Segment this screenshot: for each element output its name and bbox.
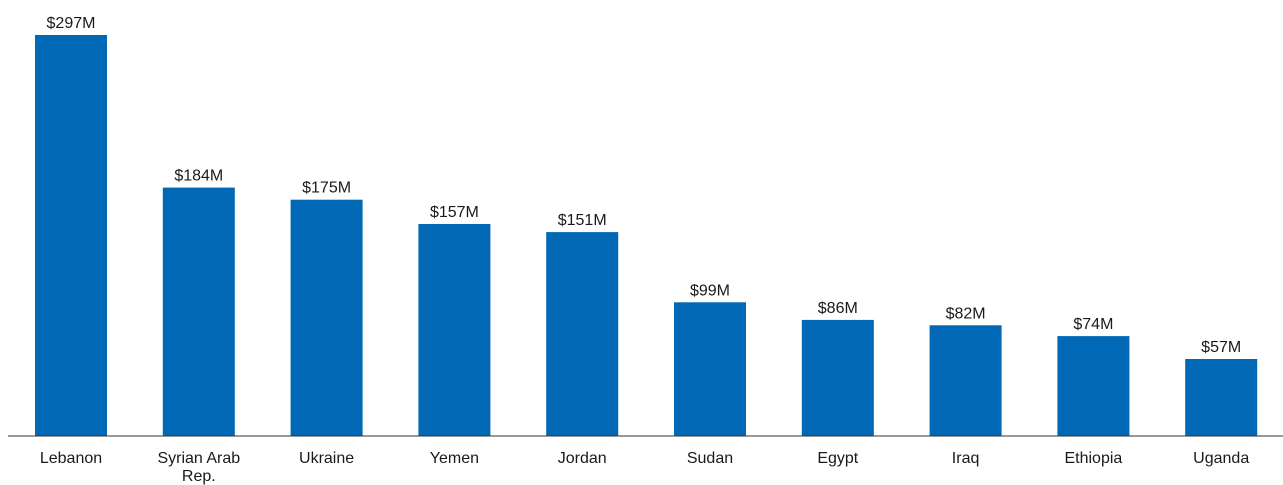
bar	[418, 224, 491, 436]
bar-value-label: $151M	[558, 212, 607, 229]
value-labels-group: $297M $184M $175M $157M $151M $99M $86M $82M $74…	[47, 15, 1242, 356]
bar	[546, 232, 619, 436]
x-tick-labels-group: Lebanon Syrian Arab Rep. Ukraine Yemen Jordan…	[40, 450, 1249, 485]
bar-value-label: $297M	[47, 15, 96, 32]
bar	[162, 187, 235, 436]
bar	[1185, 359, 1258, 436]
bar-value-label: $99M	[690, 282, 730, 299]
bars-group	[35, 35, 1258, 436]
bar	[674, 302, 746, 436]
bar-value-label: $57M	[1201, 339, 1241, 356]
bar-value-label: $82M	[946, 305, 986, 322]
x-tick-label: Yemen	[430, 450, 479, 467]
x-tick-label: Lebanon	[40, 450, 102, 467]
bar	[35, 35, 107, 436]
bar	[1057, 336, 1130, 436]
bar	[801, 319, 874, 436]
x-tick-label: Sudan	[687, 450, 733, 467]
x-tick-label: Ukraine	[299, 450, 354, 467]
bar-value-label: $74M	[1073, 316, 1113, 333]
bar	[290, 199, 363, 436]
x-tick-label: Egypt	[817, 450, 858, 467]
x-tick-label: Uganda	[1193, 450, 1249, 467]
bar-value-label: $184M	[174, 168, 223, 185]
bar-value-label: $86M	[818, 300, 858, 317]
x-tick-label: Iraq	[952, 450, 980, 467]
bar-value-label: $157M	[430, 204, 479, 221]
bar	[929, 325, 1002, 436]
x-tick-label: Jordan	[558, 450, 607, 467]
x-tick-label: Syrian Arab Rep.	[157, 450, 240, 485]
x-tick-label: Ethiopia	[1064, 450, 1122, 467]
bar-value-label: $175M	[302, 180, 351, 197]
